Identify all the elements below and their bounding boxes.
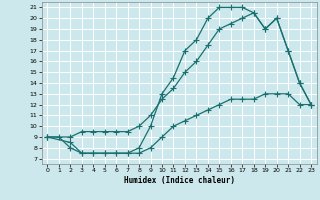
X-axis label: Humidex (Indice chaleur): Humidex (Indice chaleur) xyxy=(124,176,235,185)
